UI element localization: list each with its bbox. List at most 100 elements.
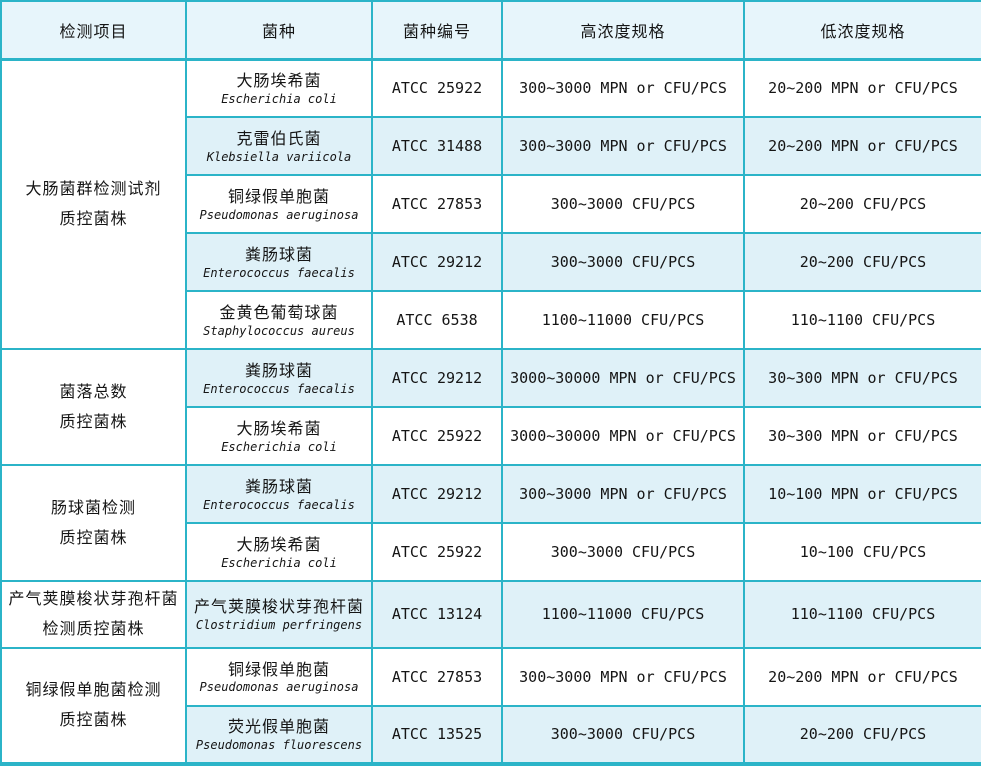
- low-spec-cell: 10~100 CFU/PCS: [743, 522, 981, 582]
- group-label-line1: 大肠菌群检测试剂: [25, 178, 162, 198]
- strain-cell: 铜绿假单胞菌 Pseudomonas aeruginosa: [185, 174, 373, 234]
- low-spec-cell: 10~100 MPN or CFU/PCS: [743, 464, 981, 524]
- strain-code-cell: ATCC 29212: [371, 232, 503, 292]
- strain-name-cn: 粪肠球菌: [244, 361, 313, 380]
- strain-code-cell: ATCC 29212: [371, 348, 503, 408]
- low-spec-cell: 30~300 MPN or CFU/PCS: [743, 348, 981, 408]
- high-spec-cell: 3000~30000 MPN or CFU/PCS: [501, 348, 745, 408]
- high-spec-cell: 300~3000 CFU/PCS: [501, 522, 745, 582]
- strain-cell: 粪肠球菌 Enterococcus faecalis: [185, 464, 373, 524]
- low-spec-cell: 20~200 CFU/PCS: [743, 174, 981, 234]
- strain-code-cell: ATCC 27853: [371, 174, 503, 234]
- high-spec-cell: 1100~11000 CFU/PCS: [501, 290, 745, 350]
- low-spec-cell: 20~200 MPN or CFU/PCS: [743, 116, 981, 176]
- strain-code-cell: ATCC 25922: [371, 406, 503, 466]
- strain-name-latin: Pseudomonas fluorescens: [195, 737, 363, 752]
- col-header-strain: 菌种: [185, 0, 373, 61]
- low-spec-cell: 30~300 MPN or CFU/PCS: [743, 406, 981, 466]
- table-row: 产气荚膜梭状芽孢杆菌 检测质控菌株 产气荚膜梭状芽孢杆菌 Clostridium…: [0, 580, 981, 649]
- group-label-line2: 质控菌株: [59, 710, 128, 730]
- strain-name-cn: 克雷伯氏菌: [236, 129, 322, 148]
- strain-name-cn: 荧光假单胞菌: [227, 717, 330, 737]
- strain-name-latin: Clostridium perfringens: [195, 617, 363, 632]
- strain-code-cell: ATCC 31488: [371, 116, 503, 176]
- high-spec-cell: 300~3000 MPN or CFU/PCS: [501, 464, 745, 524]
- high-spec-cell: 300~3000 CFU/PCS: [501, 704, 745, 765]
- strain-name-latin: Staphylococcus aureus: [203, 323, 355, 338]
- strain-name-cn: 粪肠球菌: [244, 245, 313, 264]
- strain-code-cell: ATCC 25922: [371, 522, 503, 582]
- strain-name-latin: Escherichia coli: [221, 439, 337, 454]
- strain-name-latin: Pseudomonas aeruginosa: [199, 207, 359, 222]
- table-row: 菌落总数 质控菌株 粪肠球菌 Enterococcus faecalis ATC…: [0, 348, 981, 466]
- low-spec-cell: 20~200 MPN or CFU/PCS: [743, 646, 981, 707]
- table-row: 大肠菌群检测试剂 质控菌株 大肠埃希菌 Escherichia coli ATC…: [0, 58, 981, 350]
- group-label-line1: 产气荚膜梭状芽孢杆菌: [8, 589, 179, 608]
- strain-cell: 大肠埃希菌 Escherichia coli: [185, 406, 373, 466]
- group-label-line2: 质控菌株: [59, 528, 128, 547]
- group-label-enterococcus-test: 肠球菌检测 质控菌株: [0, 464, 187, 582]
- col-header-high-spec: 高浓度规格: [501, 0, 745, 61]
- header-row: 检测项目 菌种 菌种编号 高浓度规格 低浓度规格: [0, 0, 981, 61]
- low-spec-cell: 20~200 MPN or CFU/PCS: [743, 58, 981, 118]
- high-spec-cell: 1100~11000 CFU/PCS: [501, 580, 745, 649]
- strain-name-latin: Escherichia coli: [221, 91, 337, 106]
- strain-name-cn: 铜绿假单胞菌: [227, 187, 330, 206]
- strain-cell: 粪肠球菌 Enterococcus faecalis: [185, 232, 373, 292]
- low-spec-cell: 20~200 CFU/PCS: [743, 704, 981, 765]
- strain-cell: 大肠埃希菌 Escherichia coli: [185, 522, 373, 582]
- strain-cell: 大肠埃希菌 Escherichia coli: [185, 58, 373, 118]
- table-row: 金黄色葡萄球菌 Staphylococcus aureus ATCC 6538 …: [1, 290, 981, 350]
- group-label-line1: 肠球菌检测: [50, 497, 136, 517]
- strain-name-cn: 粪肠球菌: [244, 477, 313, 496]
- strain-name-latin: Enterococcus faecalis: [203, 381, 355, 396]
- high-spec-cell: 3000~30000 MPN or CFU/PCS: [501, 406, 745, 466]
- high-spec-cell: 300~3000 MPN or CFU/PCS: [501, 646, 745, 707]
- low-spec-cell: 20~200 CFU/PCS: [743, 232, 981, 292]
- strain-cell: 铜绿假单胞菌 Pseudomonas aeruginosa: [185, 646, 373, 707]
- strain-name-latin: Pseudomonas aeruginosa: [199, 680, 359, 695]
- low-spec-cell: 110~1100 CFU/PCS: [743, 290, 981, 350]
- table-row: 粪肠球菌 Enterococcus faecalis ATCC 29212 30…: [1, 232, 981, 292]
- strain-code-cell: ATCC 13525: [371, 704, 503, 765]
- col-header-strain-code: 菌种编号: [371, 0, 503, 61]
- table-row: 克雷伯氏菌 Klebsiella variicola ATCC 31488 30…: [1, 116, 981, 176]
- group-label-line1: 菌落总数: [59, 381, 128, 401]
- strain-name-latin: Escherichia coli: [221, 555, 337, 570]
- group-label-line2: 质控菌株: [59, 412, 128, 431]
- strain-cell: 克雷伯氏菌 Klebsiella variicola: [185, 116, 373, 176]
- strain-cell: 金黄色葡萄球菌 Staphylococcus aureus: [185, 290, 373, 350]
- high-spec-cell: 300~3000 CFU/PCS: [501, 232, 745, 292]
- high-spec-cell: 300~3000 MPN or CFU/PCS: [501, 116, 745, 176]
- table-row: 肠球菌检测 质控菌株 粪肠球菌 Enterococcus faecalis AT…: [0, 464, 981, 582]
- strain-code-cell: ATCC 25922: [371, 58, 503, 118]
- strain-name-cn: 大肠埃希菌: [236, 535, 322, 554]
- table-row: 铜绿假单胞菌检测 质控菌株 铜绿假单胞菌 Pseudomonas aerugin…: [0, 646, 981, 765]
- strain-name-latin: Enterococcus faecalis: [203, 265, 355, 280]
- group-label-coliform-test: 大肠菌群检测试剂 质控菌株: [0, 58, 187, 350]
- strain-name-cn: 大肠埃希菌: [236, 71, 322, 91]
- high-spec-cell: 300~3000 CFU/PCS: [501, 174, 745, 234]
- strain-cell: 产气荚膜梭状芽孢杆菌 Clostridium perfringens: [185, 580, 373, 649]
- low-spec-cell: 110~1100 CFU/PCS: [743, 580, 981, 649]
- strain-name-cn: 金黄色葡萄球菌: [219, 303, 339, 322]
- col-header-low-spec: 低浓度规格: [743, 0, 981, 61]
- strain-cell: 粪肠球菌 Enterococcus faecalis: [185, 348, 373, 408]
- strain-code-cell: ATCC 29212: [371, 464, 503, 524]
- group-label-pseudomonas-test: 铜绿假单胞菌检测 质控菌株: [0, 646, 187, 765]
- group-label-line2: 检测质控菌株: [42, 619, 145, 639]
- strain-code-cell: ATCC 6538: [371, 290, 503, 350]
- strain-cell: 荧光假单胞菌 Pseudomonas fluorescens: [185, 704, 373, 765]
- strain-code-cell: ATCC 27853: [371, 646, 503, 707]
- strain-name-cn: 铜绿假单胞菌: [227, 659, 330, 679]
- strain-code-cell: ATCC 13124: [371, 580, 503, 649]
- strain-name-cn: 大肠埃希菌: [236, 419, 322, 438]
- table-row: 荧光假单胞菌 Pseudomonas fluorescens ATCC 1352…: [1, 704, 981, 765]
- col-header-test-item: 检测项目: [0, 0, 187, 61]
- table-row: 大肠埃希菌 Escherichia coli ATCC 25922 300~30…: [1, 522, 981, 582]
- table-row: 铜绿假单胞菌 Pseudomonas aeruginosa ATCC 27853…: [1, 174, 981, 234]
- strain-name-cn: 产气荚膜梭状芽孢杆菌: [193, 597, 364, 617]
- strain-name-latin: Enterococcus faecalis: [203, 497, 355, 512]
